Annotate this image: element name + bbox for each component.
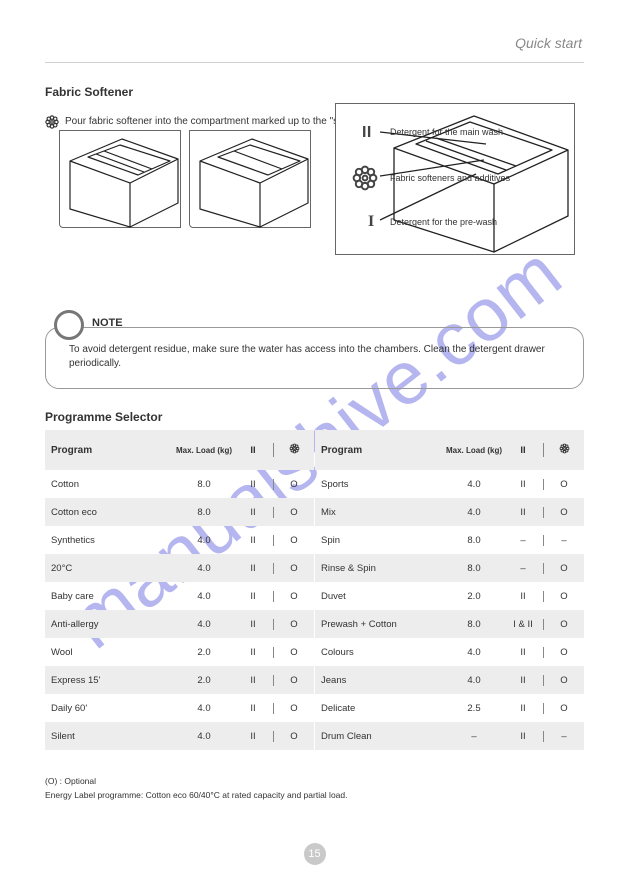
table-row: Express 15'2.0IIO	[45, 666, 314, 694]
table-row: Cotton8.0IIO	[45, 470, 314, 498]
divider-top	[45, 62, 584, 63]
table-row: Silent4.0IIO	[45, 722, 314, 750]
table-row: Jeans4.0IIO	[315, 666, 584, 694]
note-text: To avoid detergent residue, make sure th…	[69, 343, 569, 371]
flower-icon	[45, 115, 59, 134]
table-row: 20°C4.0IIO	[45, 554, 314, 582]
label-II: I I	[362, 124, 369, 142]
label-I: I	[368, 213, 374, 231]
comp-flower-text: Fabric softeners and additives	[390, 173, 510, 183]
table-row: Rinse & Spin8.0–O	[315, 554, 584, 582]
table-row: Prewash + Cotton8.0I & IIO	[315, 610, 584, 638]
label-flower-icon	[352, 165, 378, 196]
comp-II-text: Detergent for the main wash	[390, 127, 503, 137]
note-title: NOTE	[92, 317, 123, 329]
header-right: Quick start	[515, 35, 582, 51]
footnote-1: (O) : Optional	[45, 776, 96, 786]
note-icon	[54, 310, 84, 340]
table-row: Drum Clean–II–	[315, 722, 584, 750]
table-row: Baby care4.0IIO	[45, 582, 314, 610]
table-row: Daily 60'4.0IIO	[45, 694, 314, 722]
figure-1	[59, 130, 181, 228]
table-row: Delicate2.5IIO	[315, 694, 584, 722]
table-row: Cotton eco8.0IIO	[45, 498, 314, 526]
table-row: Synthetics4.0IIO	[45, 526, 314, 554]
section-title: Fabric Softener	[45, 85, 133, 99]
comp-I-text: Detergent for the pre-wash	[390, 217, 497, 227]
page-number: 15	[304, 843, 326, 865]
table-row: Colours4.0IIO	[315, 638, 584, 666]
table-title: Programme Selector	[45, 410, 162, 424]
footnote-2: Energy Label programme: Cotton eco 60/40…	[45, 790, 348, 800]
figure-2	[189, 130, 311, 228]
table-row: Wool2.0IIO	[45, 638, 314, 666]
table-row: Anti-allergy4.0IIO	[45, 610, 314, 638]
table-row: Duvet2.0IIO	[315, 582, 584, 610]
table-row: Spin8.0––	[315, 526, 584, 554]
table-row: Sports4.0IIO	[315, 470, 584, 498]
table-row: Mix4.0IIO	[315, 498, 584, 526]
